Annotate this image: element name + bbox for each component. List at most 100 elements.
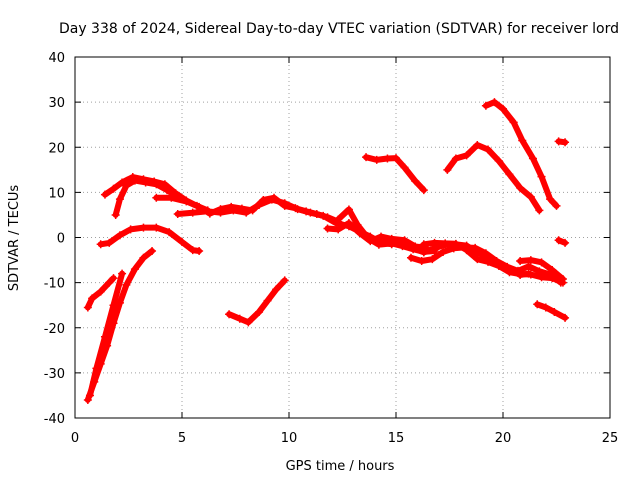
data-point xyxy=(509,118,518,127)
data-point xyxy=(105,278,114,287)
data-point xyxy=(473,140,482,149)
data-point xyxy=(374,240,383,249)
data-point xyxy=(516,183,525,192)
data-point xyxy=(419,240,428,249)
data-point xyxy=(109,184,118,193)
data-point xyxy=(105,238,114,247)
x-tick-label: 25 xyxy=(602,431,619,446)
data-point xyxy=(100,190,109,199)
data-point xyxy=(115,298,124,307)
data-point xyxy=(481,101,490,110)
data-point xyxy=(118,269,127,278)
data-point xyxy=(524,262,533,271)
data-point xyxy=(165,228,174,237)
series-arc-14 xyxy=(516,256,567,284)
data-point xyxy=(505,170,514,179)
x-tick-label: 10 xyxy=(281,431,298,446)
data-point xyxy=(490,98,499,107)
series-arc-15 xyxy=(225,276,289,327)
data-point xyxy=(443,165,452,174)
data-point xyxy=(122,181,131,190)
data-point xyxy=(537,172,546,181)
y-tick-label: 10 xyxy=(48,186,65,201)
data-point xyxy=(484,257,493,266)
y-tick-label: -10 xyxy=(44,277,65,292)
series-arc-17 xyxy=(443,140,544,215)
series-arc-16 xyxy=(362,153,428,195)
x-tick-label: 15 xyxy=(388,431,405,446)
data-point xyxy=(152,193,161,202)
data-point xyxy=(400,163,409,172)
data-point xyxy=(188,246,197,255)
data-point xyxy=(548,265,557,274)
data-point xyxy=(334,215,343,224)
data-point xyxy=(471,243,480,252)
data-point xyxy=(109,274,118,283)
data-point xyxy=(441,239,450,248)
data-point xyxy=(387,239,396,248)
data-point xyxy=(178,238,186,247)
data-point xyxy=(255,201,264,210)
x-tick-label: 0 xyxy=(71,431,79,446)
data-point xyxy=(280,276,289,285)
data-point xyxy=(244,318,253,327)
data-point xyxy=(280,199,289,208)
data-point xyxy=(344,219,353,228)
data-point xyxy=(558,275,567,284)
grid xyxy=(75,57,610,418)
data-point xyxy=(182,197,191,206)
data-point xyxy=(323,224,332,233)
y-axis-title: SDTVAR / TECUs xyxy=(7,185,22,292)
data-point xyxy=(541,303,550,312)
data-point xyxy=(451,154,460,163)
data-point xyxy=(272,285,281,294)
data-point xyxy=(546,195,555,204)
y-tick-label: 40 xyxy=(48,51,65,66)
data-point xyxy=(516,256,525,265)
series-arc-20 xyxy=(554,137,570,147)
data-point xyxy=(428,255,437,264)
data-point xyxy=(344,205,353,214)
data-point xyxy=(96,240,105,249)
y-tick-label: -40 xyxy=(44,412,65,427)
data-point xyxy=(364,234,373,243)
series-line xyxy=(112,177,181,218)
data-point xyxy=(306,208,315,217)
data-point xyxy=(554,236,563,245)
data-point xyxy=(141,178,150,187)
data-point xyxy=(462,151,471,160)
data-point xyxy=(372,155,381,164)
plot-area xyxy=(83,98,570,404)
data-point xyxy=(85,391,94,400)
data-point xyxy=(484,145,493,154)
data-point xyxy=(554,137,563,146)
data-point xyxy=(419,248,428,257)
tick-labels: 0 5 10 15 20 25 -40 -30 -20 -10 0 10 20 30 40 xyxy=(44,51,619,446)
data-point xyxy=(499,104,507,113)
data-point xyxy=(130,176,139,185)
data-point xyxy=(419,186,428,195)
data-point xyxy=(319,211,328,220)
data-point xyxy=(516,270,525,279)
series-line xyxy=(324,220,429,251)
data-point xyxy=(561,313,570,322)
data-point xyxy=(430,238,439,247)
data-point xyxy=(481,249,490,258)
data-point xyxy=(535,206,544,215)
series-arc-8 xyxy=(173,195,396,249)
series-line xyxy=(97,224,203,254)
data-point xyxy=(411,177,420,186)
series-line xyxy=(363,154,427,194)
series-line xyxy=(534,301,569,321)
data-point xyxy=(533,300,542,309)
series-arc-19 xyxy=(533,300,570,322)
data-point xyxy=(195,247,204,256)
data-point xyxy=(537,273,546,282)
data-point xyxy=(353,220,362,229)
data-point xyxy=(267,195,276,204)
data-point xyxy=(473,255,482,264)
data-point xyxy=(188,208,197,217)
data-point xyxy=(225,310,234,319)
data-point xyxy=(263,296,272,305)
